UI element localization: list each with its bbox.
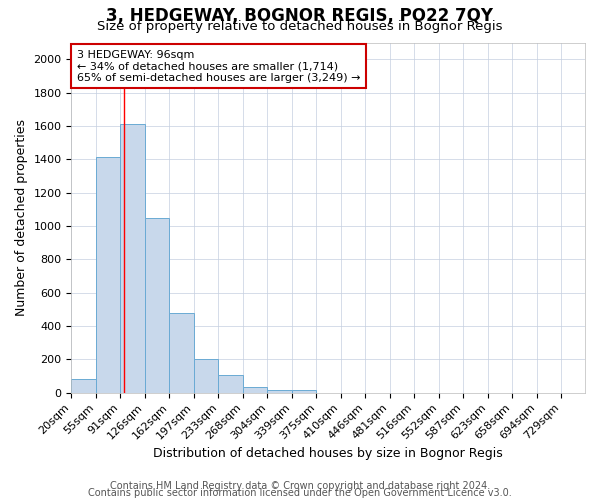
Bar: [242, 387, 268, 392]
Bar: [95, 156, 121, 392]
Text: Contains public sector information licensed under the Open Government Licence v3: Contains public sector information licen…: [88, 488, 512, 498]
Bar: [292, 390, 316, 392]
Y-axis label: Number of detached properties: Number of detached properties: [15, 119, 28, 316]
Text: 3 HEDGEWAY: 96sqm
← 34% of detached houses are smaller (1,714)
65% of semi-detac: 3 HEDGEWAY: 96sqm ← 34% of detached hous…: [77, 50, 360, 82]
Text: Size of property relative to detached houses in Bognor Regis: Size of property relative to detached ho…: [97, 20, 503, 33]
Text: Contains HM Land Registry data © Crown copyright and database right 2024.: Contains HM Land Registry data © Crown c…: [110, 481, 490, 491]
Text: 3, HEDGEWAY, BOGNOR REGIS, PO22 7QY: 3, HEDGEWAY, BOGNOR REGIS, PO22 7QY: [107, 8, 493, 26]
Bar: [71, 380, 95, 392]
Bar: [194, 360, 218, 392]
Bar: [121, 124, 145, 392]
X-axis label: Distribution of detached houses by size in Bognor Regis: Distribution of detached houses by size …: [154, 447, 503, 460]
Bar: [145, 218, 169, 392]
Bar: [218, 375, 242, 392]
Bar: [169, 312, 194, 392]
Bar: [268, 390, 292, 392]
